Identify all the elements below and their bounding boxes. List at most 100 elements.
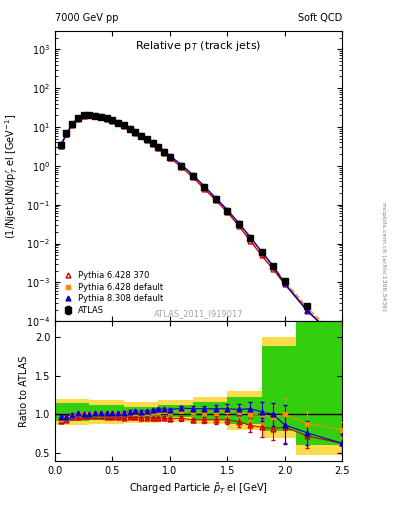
Pythia 6.428 default [213,196,218,202]
Text: Soft QCD: Soft QCD [298,13,342,23]
Pythia 6.428 370 [213,197,218,203]
Pythia 6.428 370 [104,116,109,122]
Text: Relative p$_T$ (track jets): Relative p$_T$ (track jets) [135,39,262,53]
Pythia 6.428 370 [156,145,161,151]
Pythia 6.428 370 [248,238,252,244]
Pythia 8.308 default [121,122,126,128]
Pythia 6.428 default [75,115,80,121]
Pythia 6.428 default [133,129,138,135]
Pythia 6.428 370 [87,112,92,118]
Pythia 8.308 default [248,233,252,240]
Pythia 6.428 default [70,121,75,127]
Y-axis label: (1/Njet)dN/dp$^r_T$ el [GeV$^{-1}$]: (1/Njet)dN/dp$^r_T$ el [GeV$^{-1}$] [4,114,20,239]
Pythia 6.428 default [202,184,207,190]
Pythia 6.428 370 [81,113,86,119]
X-axis label: Charged Particle $\tilde{p}_T$ el [GeV]: Charged Particle $\tilde{p}_T$ el [GeV] [129,481,268,496]
Pythia 8.308 default [64,131,69,137]
Pythia 8.308 default [99,113,103,119]
Pythia 6.428 default [121,122,126,129]
Pythia 6.428 default [248,235,252,241]
Pythia 6.428 default [167,153,172,159]
Pythia 6.428 default [145,136,149,142]
Pythia 8.308 default [93,113,97,119]
Pythia 6.428 default [81,112,86,118]
Pythia 8.308 default [259,249,264,255]
Pythia 6.428 370 [236,223,241,229]
Pythia 6.428 370 [121,123,126,129]
Pythia 8.308 default [190,172,195,178]
Pythia 6.428 370 [271,266,275,272]
Pythia 6.428 default [87,112,92,118]
Pythia 6.428 default [93,113,97,119]
Line: Pythia 6.428 370: Pythia 6.428 370 [58,113,344,345]
Line: Pythia 8.308 default: Pythia 8.308 default [58,112,344,347]
Pythia 6.428 370 [145,137,149,143]
Pythia 8.308 default [156,143,161,150]
Pythia 8.308 default [75,115,80,121]
Pythia 6.428 370 [282,281,287,287]
Pythia 6.428 default [340,337,344,344]
Pythia 6.428 370 [64,131,69,137]
Pythia 8.308 default [236,220,241,226]
Pythia 6.428 default [162,148,166,154]
Pythia 6.428 default [110,117,115,123]
Pythia 6.428 default [225,207,230,213]
Pythia 8.308 default [110,117,115,123]
Line: Pythia 6.428 default: Pythia 6.428 default [58,113,344,343]
Y-axis label: Ratio to ATLAS: Ratio to ATLAS [19,355,29,426]
Text: 7000 GeV pp: 7000 GeV pp [55,13,119,23]
Pythia 8.308 default [87,112,92,118]
Pythia 6.428 370 [167,155,172,161]
Pythia 6.428 default [156,144,161,150]
Pythia 8.308 default [225,206,230,212]
Pythia 6.428 default [64,131,69,137]
Pythia 6.428 default [236,220,241,226]
Pythia 8.308 default [162,147,166,154]
Pythia 6.428 default [116,119,121,125]
Pythia 6.428 default [179,162,184,168]
Pythia 8.308 default [202,183,207,189]
Pythia 8.308 default [167,153,172,159]
Pythia 8.308 default [81,112,86,118]
Pythia 8.308 default [70,121,75,127]
Pythia 8.308 default [150,139,155,145]
Pythia 8.308 default [133,128,138,134]
Pythia 6.428 default [104,115,109,121]
Pythia 6.428 370 [133,130,138,136]
Pythia 8.308 default [271,263,275,269]
Pythia 6.428 370 [127,126,132,133]
Pythia 6.428 370 [190,174,195,180]
Pythia 6.428 370 [150,141,155,147]
Pythia 8.308 default [179,161,184,167]
Pythia 6.428 370 [305,308,310,314]
Pythia 8.308 default [213,195,218,201]
Pythia 6.428 370 [179,164,184,170]
Pythia 8.308 default [305,307,310,313]
Pythia 6.428 370 [162,150,166,156]
Pythia 8.308 default [127,125,132,131]
Pythia 8.308 default [139,132,143,138]
Pythia 6.428 370 [75,116,80,122]
Pythia 6.428 370 [139,134,143,140]
Pythia 8.308 default [116,119,121,125]
Pythia 6.428 default [305,305,310,311]
Pythia 6.428 370 [110,118,115,124]
Pythia 6.428 default [139,132,143,138]
Pythia 6.428 370 [116,120,121,126]
Pythia 6.428 default [259,249,264,255]
Pythia 6.428 default [190,172,195,178]
Pythia 6.428 default [282,278,287,284]
Pythia 6.428 370 [202,185,207,191]
Pythia 8.308 default [104,115,109,121]
Pythia 8.308 default [282,280,287,286]
Pythia 6.428 370 [59,143,63,150]
Pythia 8.308 default [340,342,344,348]
Pythia 6.428 370 [225,209,230,215]
Pythia 6.428 370 [70,121,75,127]
Pythia 6.428 370 [99,114,103,120]
Pythia 6.428 default [150,140,155,146]
Text: ATLAS_2011_I919017: ATLAS_2011_I919017 [154,309,243,318]
Pythia 8.308 default [145,136,149,142]
Pythia 8.308 default [59,142,63,148]
Pythia 6.428 370 [93,113,97,119]
